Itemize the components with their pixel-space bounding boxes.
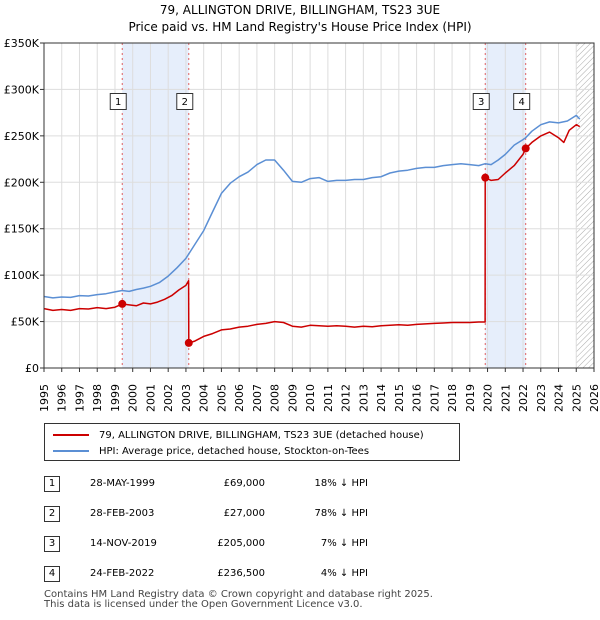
footer-line-2: This data is licensed under the Open Gov… bbox=[44, 599, 363, 610]
sale-label-box bbox=[472, 93, 490, 110]
row-hpi-change: 78% ↓ HPI bbox=[314, 508, 368, 519]
x-tick-label: 2017 bbox=[428, 384, 441, 412]
x-tick-label: 1996 bbox=[56, 384, 69, 412]
legend-swatch-property bbox=[53, 434, 89, 436]
x-tick-label: 2023 bbox=[535, 384, 548, 412]
row-number-badge: 1 bbox=[44, 476, 60, 492]
legend-item-property: 79, ALLINGTON DRIVE, BILLINGHAM, TS23 3U… bbox=[53, 427, 424, 443]
x-tick-label: 2019 bbox=[464, 384, 477, 412]
x-tick-label: 2007 bbox=[251, 384, 264, 412]
table-row: 2 28-FEB-2003 £27,000 78% ↓ HPI bbox=[0, 506, 600, 526]
row-date: 24-FEB-2022 bbox=[90, 568, 155, 579]
row-date: 28-MAY-1999 bbox=[90, 478, 156, 489]
sale-point bbox=[521, 144, 530, 153]
row-hpi-change: 7% ↓ HPI bbox=[320, 538, 368, 549]
y-tick-label: £200K bbox=[4, 176, 40, 189]
footer-attribution: Contains HM Land Registry data © Crown c… bbox=[44, 590, 433, 610]
legend-label-property: 79, ALLINGTON DRIVE, BILLINGHAM, TS23 3U… bbox=[99, 429, 424, 441]
y-tick-label: £50K bbox=[11, 316, 40, 329]
row-number-badge: 4 bbox=[44, 566, 60, 582]
legend-label-hpi: HPI: Average price, detached house, Stoc… bbox=[99, 445, 370, 457]
x-tick-label: 2021 bbox=[499, 384, 512, 412]
chart-title-line2: Price paid vs. HM Land Registry's House … bbox=[128, 20, 472, 34]
x-tick-label: 1997 bbox=[73, 384, 86, 412]
row-price: £205,000 bbox=[217, 538, 265, 549]
sale-label-box bbox=[109, 93, 127, 110]
y-tick-label: £350K bbox=[4, 37, 40, 50]
y-tick-label: £250K bbox=[4, 130, 40, 143]
row-date: 28-FEB-2003 bbox=[90, 508, 155, 519]
x-tick-label: 2004 bbox=[198, 384, 211, 412]
x-tick-label: 2002 bbox=[162, 384, 175, 412]
x-tick-label: 2009 bbox=[286, 384, 299, 412]
sale-label-number: 2 bbox=[182, 97, 188, 108]
x-tick-label: 2025 bbox=[570, 384, 583, 412]
x-tick-label: 1999 bbox=[109, 384, 122, 412]
price-chart: 1 2 3 4 £0 £50K £100K £150K £200K £250K £300K £350… bbox=[4, 37, 600, 412]
y-tick-label: £300K bbox=[4, 83, 40, 96]
x-tick-label: 2013 bbox=[357, 384, 370, 412]
sale-label-box bbox=[513, 93, 531, 110]
x-tick-label: 2015 bbox=[393, 384, 406, 412]
chart-title-line1: 79, ALLINGTON DRIVE, BILLINGHAM, TS23 3U… bbox=[159, 3, 441, 17]
x-tick-label: 2006 bbox=[233, 384, 246, 412]
x-tick-label: 1998 bbox=[91, 384, 104, 412]
footer-line-1: Contains HM Land Registry data © Crown c… bbox=[44, 589, 433, 600]
x-tick-label: 2000 bbox=[127, 384, 140, 412]
legend-swatch-hpi bbox=[53, 450, 89, 452]
row-price: £27,000 bbox=[223, 508, 265, 519]
row-date: 14-NOV-2019 bbox=[90, 538, 157, 549]
x-tick-label: 2022 bbox=[517, 384, 530, 412]
row-hpi-change: 18% ↓ HPI bbox=[314, 478, 368, 489]
x-tick-label: 1995 bbox=[38, 384, 51, 412]
table-row: 3 14-NOV-2019 £205,000 7% ↓ HPI bbox=[0, 536, 600, 556]
x-tick-label: 2010 bbox=[304, 384, 317, 412]
x-tick-label: 2011 bbox=[322, 384, 335, 412]
sale-label-number: 3 bbox=[478, 97, 484, 108]
series-line-hpi bbox=[43, 114, 581, 299]
sale-label-box bbox=[176, 93, 194, 110]
sale-point bbox=[481, 173, 490, 182]
plot-border bbox=[43, 42, 595, 369]
x-tick-label: 2008 bbox=[269, 384, 282, 412]
sale-point bbox=[184, 338, 193, 347]
table-row: 4 24-FEB-2022 £236,500 4% ↓ HPI bbox=[0, 566, 600, 586]
row-hpi-change: 4% ↓ HPI bbox=[320, 568, 368, 579]
x-tick-label: 2020 bbox=[482, 384, 495, 412]
row-price: £69,000 bbox=[223, 478, 265, 489]
row-number-badge: 2 bbox=[44, 506, 60, 522]
sale-label-number: 1 bbox=[115, 97, 121, 108]
x-tick-label: 2014 bbox=[375, 384, 388, 412]
x-tick-label: 2005 bbox=[215, 384, 228, 412]
y-tick-label: £0 bbox=[25, 362, 39, 375]
legend-item-hpi: HPI: Average price, detached house, Stoc… bbox=[53, 443, 369, 459]
x-tick-label: 2012 bbox=[340, 384, 353, 412]
x-tick-label: 2016 bbox=[411, 384, 424, 412]
sale-point bbox=[118, 299, 127, 308]
x-tick-label: 2026 bbox=[588, 384, 600, 412]
row-price: £236,500 bbox=[217, 568, 265, 579]
row-number-badge: 3 bbox=[44, 536, 60, 552]
legend: 79, ALLINGTON DRIVE, BILLINGHAM, TS23 3U… bbox=[44, 423, 460, 461]
y-tick-label: £100K bbox=[4, 269, 40, 282]
sale-label-number: 4 bbox=[519, 97, 525, 108]
hatched-region bbox=[576, 43, 594, 368]
series-line-property bbox=[43, 123, 581, 344]
x-tick-label: 2024 bbox=[553, 384, 566, 412]
x-tick-label: 2003 bbox=[180, 384, 193, 412]
y-tick-label: £150K bbox=[4, 223, 40, 236]
x-tick-label: 2001 bbox=[144, 384, 157, 412]
x-tick-label: 2018 bbox=[446, 384, 459, 412]
table-row: 1 28-MAY-1999 £69,000 18% ↓ HPI bbox=[0, 476, 600, 496]
